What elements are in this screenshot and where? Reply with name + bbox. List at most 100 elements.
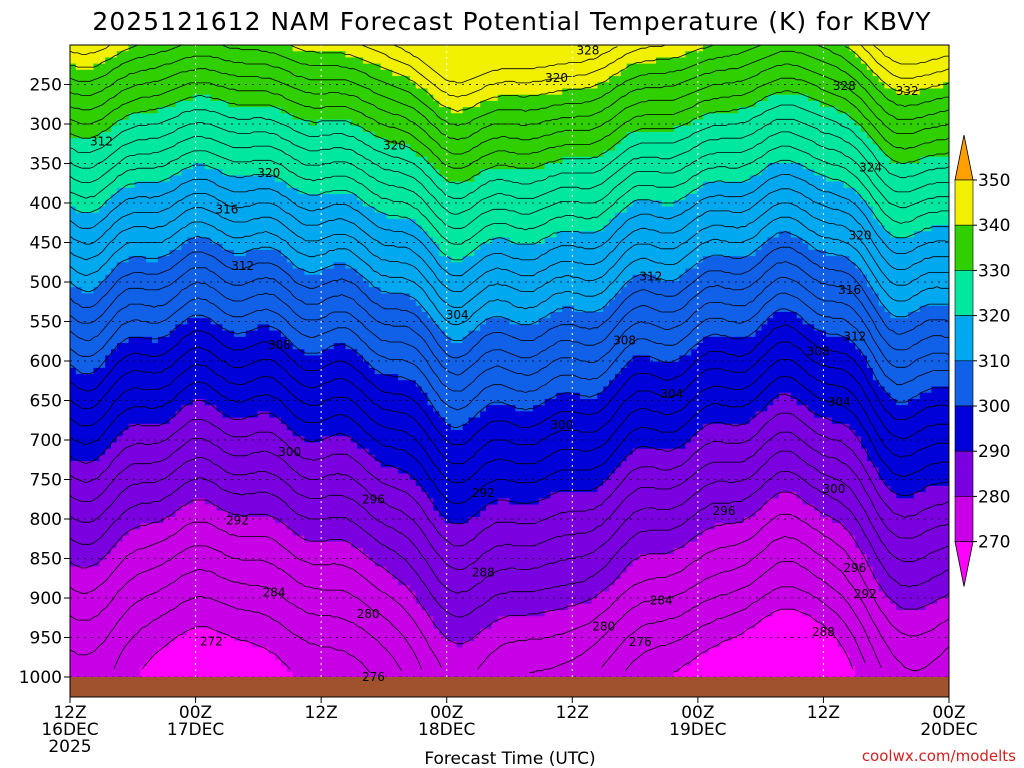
temperature-cell	[896, 150, 903, 158]
temperature-cell	[755, 206, 763, 214]
temperature-cell	[820, 206, 827, 214]
temperature-cell	[620, 69, 628, 77]
temperature-cell	[157, 125, 165, 133]
temperature-cell	[298, 100, 305, 108]
temperature-cell	[269, 82, 276, 90]
temperature-cell	[538, 51, 546, 59]
temperature-cell	[462, 225, 470, 232]
temperature-cell	[169, 150, 177, 158]
temperature-cell	[509, 57, 516, 65]
temperature-cell	[743, 150, 751, 158]
temperature-cell	[849, 107, 856, 114]
temperature-cell	[720, 82, 727, 90]
temperature-cell	[210, 156, 218, 164]
temperature-cell	[357, 113, 364, 121]
temperature-cell	[790, 156, 798, 164]
temperature-cell	[116, 156, 124, 164]
temperature-cell	[269, 69, 276, 77]
temperature-cell	[409, 212, 417, 220]
temperature-cell	[298, 82, 305, 90]
temperature-cell	[550, 76, 557, 83]
temperature-cell	[251, 225, 259, 232]
temperature-cell	[181, 243, 188, 251]
temperature-cell	[163, 243, 171, 251]
temperature-cell	[755, 144, 763, 152]
temperature-cell	[116, 237, 124, 245]
temperature-cell	[907, 206, 915, 214]
temperature-cell	[509, 82, 516, 90]
temperature-cell	[697, 181, 704, 189]
temperature-cell	[562, 243, 569, 251]
temperature-cell	[491, 144, 499, 152]
temperature-cell	[544, 82, 552, 90]
temperature-cell	[884, 45, 891, 52]
temperature-cell	[521, 107, 528, 114]
temperature-cell	[415, 63, 423, 71]
temperature-cell	[773, 94, 780, 102]
temperature-cell	[556, 225, 563, 232]
temperature-cell	[579, 45, 587, 52]
temperature-cell	[374, 63, 382, 71]
temperature-cell	[99, 175, 106, 183]
temperature-cell	[702, 150, 710, 158]
temperature-cell	[245, 100, 253, 108]
temperature-cell	[298, 162, 305, 170]
temperature-cell	[925, 243, 933, 251]
temperature-cell	[556, 169, 563, 176]
temperature-cell	[878, 156, 886, 164]
temperature-cell	[943, 212, 949, 220]
temperature-cell	[937, 175, 944, 183]
temperature-cell	[855, 156, 862, 164]
temperature-cell	[855, 206, 862, 214]
temperature-cell	[913, 51, 921, 59]
temperature-cell	[661, 144, 669, 152]
temperature-cell	[486, 119, 493, 127]
temperature-cell	[556, 119, 563, 127]
temperature-cell	[187, 51, 194, 59]
temperature-cell	[368, 94, 376, 102]
temperature-cell	[790, 181, 798, 189]
temperature-cell	[456, 200, 464, 208]
temperature-cell	[667, 63, 675, 71]
temperature-cell	[497, 237, 505, 245]
temperature-cell	[222, 212, 229, 220]
temperature-cell	[656, 187, 663, 195]
temperature-cell	[152, 187, 159, 195]
temperature-cell	[216, 249, 223, 257]
temperature-cell	[527, 82, 534, 90]
temperature-cell	[614, 125, 622, 133]
temperature-cell	[339, 162, 347, 170]
temperature-cell	[339, 206, 347, 214]
temperature-cell	[931, 57, 938, 65]
temperature-cell	[779, 125, 786, 133]
temperature-cell	[943, 45, 949, 52]
temperature-cell	[263, 169, 270, 176]
temperature-cell	[679, 162, 686, 170]
temperature-cell	[890, 45, 897, 52]
temperature-cell	[251, 113, 259, 121]
temperature-cell	[468, 100, 475, 108]
temperature-cell	[409, 231, 417, 239]
temperature-cell	[345, 225, 352, 232]
temperature-cell	[907, 63, 915, 71]
temperature-cell	[714, 119, 722, 127]
temperature-cell	[105, 107, 112, 114]
temperature-cell	[702, 156, 710, 164]
temperature-cell	[609, 63, 616, 71]
temperature-cell	[70, 51, 77, 59]
temperature-cell	[562, 162, 569, 170]
temperature-cell	[515, 69, 522, 77]
temperature-cell	[122, 231, 130, 239]
temperature-cell	[204, 45, 212, 52]
temperature-cell	[321, 63, 329, 71]
temperature-cell	[304, 187, 311, 195]
temperature-cell	[767, 194, 774, 201]
temperature-cell	[896, 51, 903, 59]
temperature-cell	[919, 57, 927, 65]
temperature-cell	[70, 113, 77, 121]
temperature-cell	[105, 206, 112, 214]
temperature-cell	[474, 100, 481, 108]
temperature-cell	[286, 206, 294, 214]
temperature-cell	[157, 63, 165, 71]
temperature-cell	[386, 51, 393, 59]
